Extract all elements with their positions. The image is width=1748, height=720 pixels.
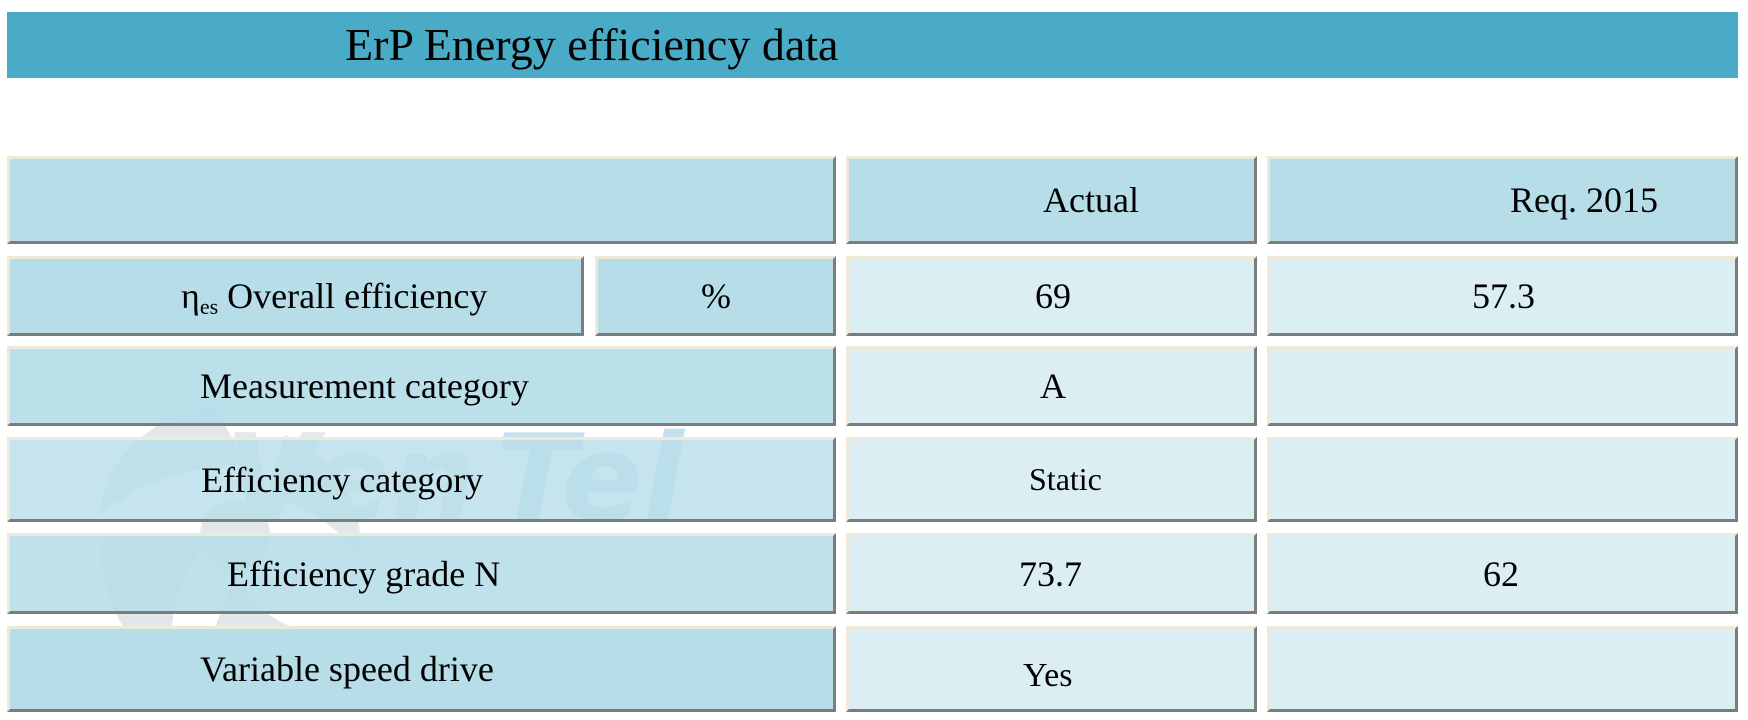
overall-efficiency-req: 57.3 <box>1472 276 1535 316</box>
variable-speed-drive-req-cell <box>1267 626 1738 712</box>
measurement-category-label: Measurement category <box>200 366 529 406</box>
overall-efficiency-label-cell: ηes Overall efficiency <box>7 256 584 336</box>
efficiency-grade-req-cell: 62 <box>1267 533 1738 614</box>
efficiency-category-req-cell <box>1267 437 1738 522</box>
overall-efficiency-actual: 69 <box>1035 276 1071 316</box>
efficiency-grade-label: Efficiency grade N <box>227 553 501 594</box>
page-title: ErP Energy efficiency data <box>345 19 839 70</box>
measurement-category-req-cell <box>1267 346 1738 426</box>
variable-speed-drive-actual: Yes <box>1023 657 1073 694</box>
measurement-category-actual-cell: A <box>846 346 1257 426</box>
variable-speed-drive-label: Variable speed drive <box>200 649 494 689</box>
measurement-category-actual: A <box>1040 366 1066 406</box>
overall-efficiency-unit-cell: % <box>595 256 836 336</box>
header-req-cell: Req. 2015 <box>1267 156 1738 244</box>
variable-speed-drive-actual-cell: Yes <box>846 626 1257 712</box>
efficiency-grade-actual-cell: 73.7 <box>846 533 1257 614</box>
efficiency-category-label: Efficiency category <box>201 459 484 500</box>
efficiency-category-actual-cell: Static <box>846 437 1257 522</box>
eta-symbol: η <box>181 276 200 316</box>
overall-efficiency-actual-cell: 69 <box>846 256 1257 336</box>
measurement-category-label-cell: Measurement category <box>7 346 836 426</box>
overall-efficiency-unit: % <box>701 276 731 316</box>
efficiency-category-actual: Static <box>1029 461 1102 497</box>
header-req-label: Req. 2015 <box>1510 180 1658 220</box>
efficiency-grade-req: 62 <box>1483 553 1519 594</box>
eta-subscript: es <box>199 294 219 319</box>
header-actual-label: Actual <box>1043 180 1139 220</box>
overall-efficiency-text: Overall efficiency <box>227 276 488 316</box>
efficiency-grade-actual: 73.7 <box>1019 553 1082 594</box>
header-actual-cell: Actual <box>846 156 1257 244</box>
variable-speed-drive-label-cell: Variable speed drive <box>7 626 836 712</box>
overall-efficiency-label: ηes Overall efficiency <box>181 275 488 319</box>
title-bar: ErP Energy efficiency data <box>7 12 1738 78</box>
efficiency-category-label-cell: Efficiency category <box>7 437 836 522</box>
overall-efficiency-req-cell: 57.3 <box>1267 256 1738 336</box>
efficiency-grade-label-cell: Efficiency grade N <box>7 533 836 614</box>
header-blank-cell <box>7 156 836 244</box>
